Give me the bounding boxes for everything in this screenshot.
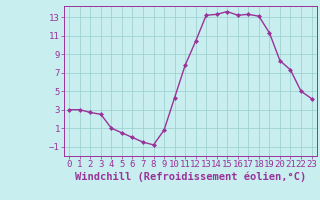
X-axis label: Windchill (Refroidissement éolien,°C): Windchill (Refroidissement éolien,°C) [75,172,306,182]
